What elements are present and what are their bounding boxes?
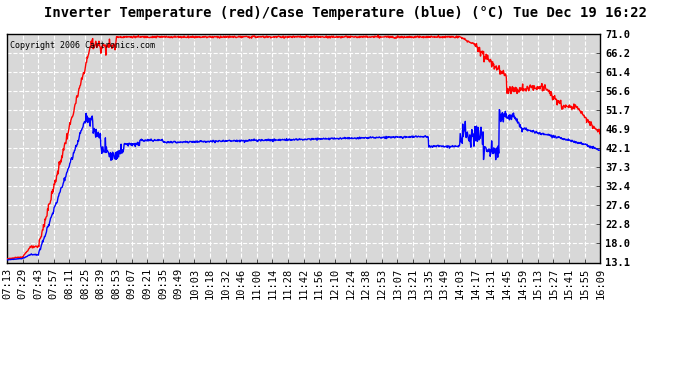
Text: Inverter Temperature (red)/Case Temperature (blue) (°C) Tue Dec 19 16:22: Inverter Temperature (red)/Case Temperat…: [43, 6, 647, 20]
Text: Copyright 2006 Cartronics.com: Copyright 2006 Cartronics.com: [10, 40, 155, 50]
